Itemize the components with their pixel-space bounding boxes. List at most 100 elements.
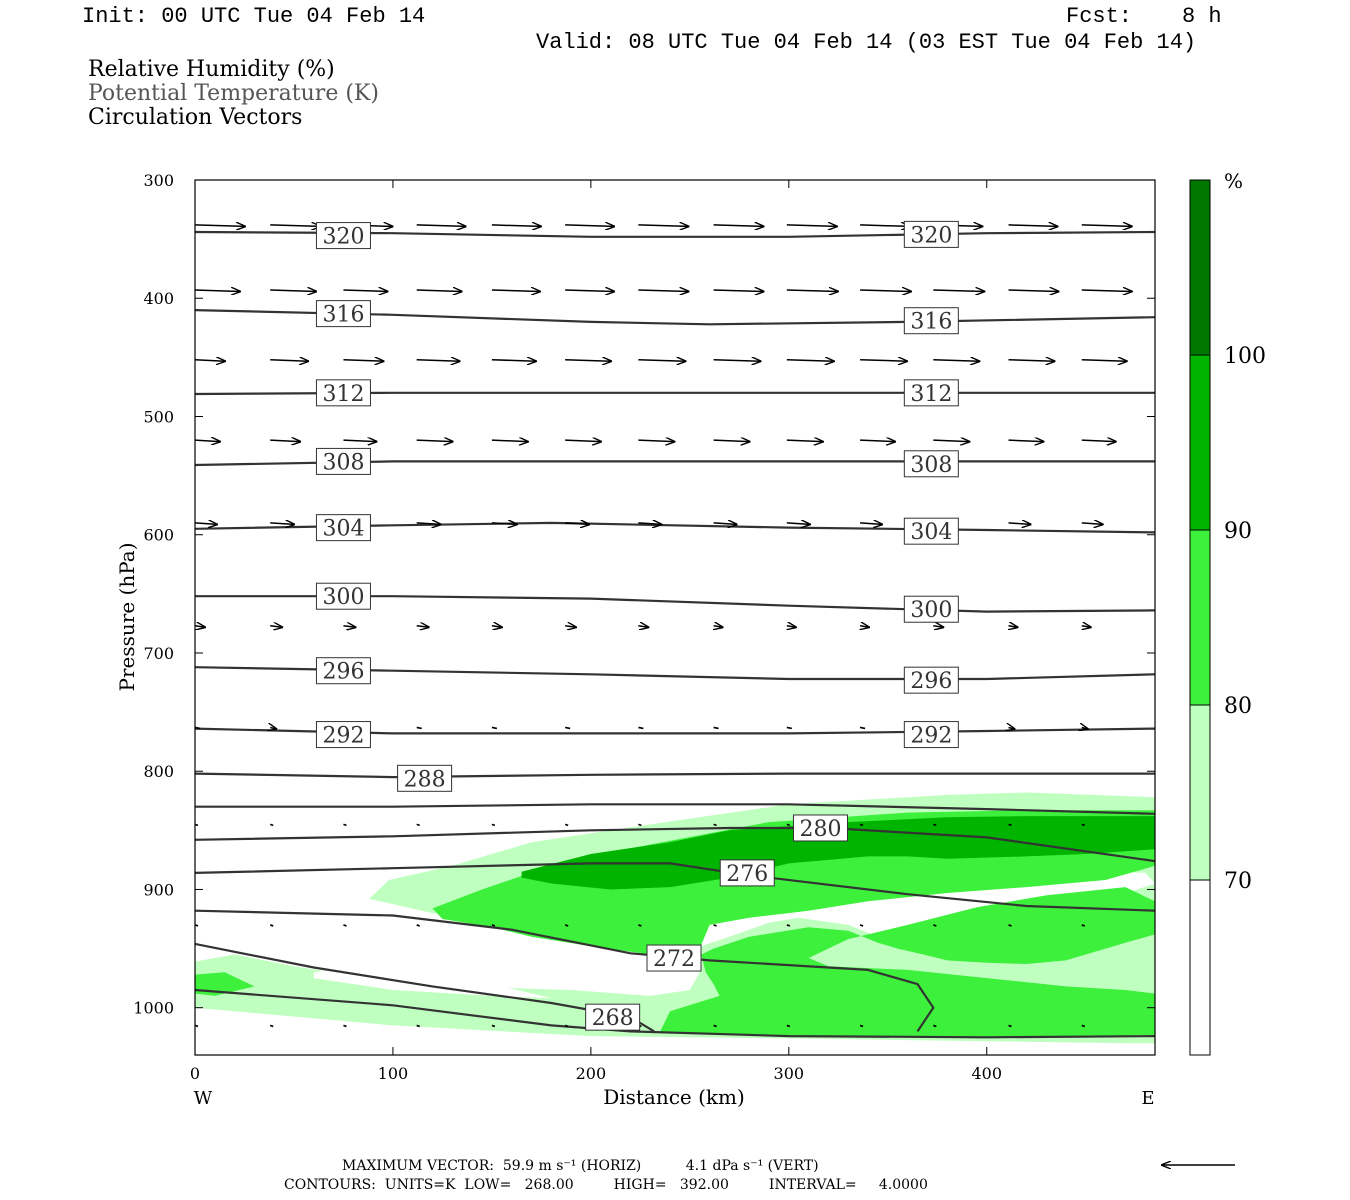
x-tick-label: 300 xyxy=(774,1064,805,1083)
rh-90-fill xyxy=(521,816,1155,890)
circulation-vector xyxy=(713,360,761,362)
valid-time: Valid: 08 UTC Tue 04 Feb 14 (03 EST Tue … xyxy=(536,30,1197,55)
theta-label-box xyxy=(903,307,959,335)
circulation-vector xyxy=(713,225,764,227)
x-tick-label: 100 xyxy=(378,1064,409,1083)
circulation-vector xyxy=(859,726,866,730)
circulation-vector xyxy=(195,290,240,292)
y-tick-label: 400 xyxy=(143,289,174,308)
circulation-vector xyxy=(787,626,796,628)
theta-label-304: 304 xyxy=(322,517,364,542)
theta-label-316: 316 xyxy=(910,310,952,335)
circulation-vector xyxy=(860,626,869,628)
theta-label-292: 292 xyxy=(910,724,952,749)
circulation-vector xyxy=(638,823,642,827)
theta-label-312: 312 xyxy=(322,382,364,407)
theta-label-box xyxy=(903,450,959,478)
circulation-vector xyxy=(933,360,979,362)
theta-contour-280 xyxy=(195,826,1155,863)
theta-contour-264 xyxy=(195,988,1155,1039)
circulation-vector xyxy=(713,440,750,442)
colorbar-frame xyxy=(1189,179,1211,1056)
field-theta-title: Potential Temperature (K) xyxy=(88,81,379,106)
contour-info: CONTOURS: UNITS=K LOW= 268.00 HIGH= 392.… xyxy=(284,1177,928,1193)
theta-contour-272 xyxy=(195,909,935,1033)
theta-label-box xyxy=(585,1003,641,1031)
theta-label-312: 312 xyxy=(910,382,952,407)
circulation-vector xyxy=(195,523,217,525)
circulation-vector xyxy=(270,440,300,442)
circulation-vector xyxy=(1082,727,1088,729)
forecast-label: Fcst: xyxy=(1066,4,1133,29)
circulation-vector xyxy=(713,290,764,292)
circulation-vector xyxy=(1081,440,1116,442)
circulation-vector xyxy=(1081,290,1132,292)
colorbar-label: 70 xyxy=(1224,869,1252,894)
circulation-vector xyxy=(638,726,644,730)
circulation-vector xyxy=(416,626,429,628)
y-tick-label: 700 xyxy=(143,644,174,663)
circulation-vector xyxy=(638,924,642,927)
circulation-vector xyxy=(416,225,466,227)
west-label: W xyxy=(194,1088,213,1109)
circulation-vector xyxy=(491,726,498,730)
circulation-vector xyxy=(491,523,517,525)
theta-label-272: 272 xyxy=(653,947,695,972)
circulation-vector xyxy=(933,440,969,442)
circulation-vector xyxy=(1081,823,1086,827)
circulation-vector xyxy=(343,1024,347,1028)
vector-layer xyxy=(195,225,1132,1028)
circulation-vector xyxy=(491,1024,496,1028)
circulation-vector xyxy=(416,523,441,525)
circulation-vector xyxy=(416,360,460,362)
circulation-vector xyxy=(933,626,943,628)
circulation-vector xyxy=(933,290,984,292)
circulation-vector xyxy=(859,1024,864,1028)
init-time: Init: 00 UTC Tue 04 Feb 14 xyxy=(82,4,426,29)
theta-label-box xyxy=(315,721,371,749)
circulation-vector xyxy=(933,924,937,927)
circulation-vector xyxy=(195,360,225,362)
forecast-hour: 8 h xyxy=(1182,4,1222,29)
circulation-vector xyxy=(416,440,453,442)
circulation-vector xyxy=(933,823,937,827)
y-tick-label: 500 xyxy=(143,407,174,426)
circulation-vector xyxy=(714,626,723,628)
theta-label-304: 304 xyxy=(910,520,952,545)
theta-label-300: 300 xyxy=(322,585,364,610)
y-tick-label: 600 xyxy=(143,526,174,545)
circulation-vector xyxy=(416,1024,420,1028)
circulation-vector xyxy=(270,626,282,628)
circulation-vector xyxy=(786,440,823,442)
circulation-vector xyxy=(491,440,528,442)
theta-label-box xyxy=(315,222,371,250)
theta-label-296: 296 xyxy=(910,669,952,694)
max-vector-note: MAXIMUM VECTOR: 59.9 m s⁻¹ (HORIZ) 4.1 d… xyxy=(342,1158,819,1174)
theta-label-268: 268 xyxy=(592,1006,634,1031)
circulation-vector xyxy=(564,726,571,730)
theta-label-box xyxy=(903,721,959,749)
field-rh-title: Relative Humidity (%) xyxy=(88,57,335,82)
theta-label-292: 292 xyxy=(322,724,364,749)
circulation-vector xyxy=(638,360,685,362)
theta-label-box xyxy=(315,514,371,542)
circulation-vector xyxy=(638,225,688,227)
circulation-vector xyxy=(270,290,316,292)
theta-label-box xyxy=(903,379,959,407)
circulation-vector xyxy=(564,1024,569,1028)
circulation-vector xyxy=(1008,360,1055,362)
circulation-vector xyxy=(713,823,717,827)
y-axis-title: Pressure (hPa) xyxy=(115,543,139,692)
rh-below-70-area xyxy=(654,870,1155,955)
circulation-vector xyxy=(1081,360,1127,362)
circulation-vector xyxy=(786,1024,791,1028)
theta-label-box xyxy=(646,944,702,972)
east-label: E xyxy=(1141,1088,1154,1109)
circulation-vector xyxy=(786,523,810,525)
circulation-vector xyxy=(564,823,569,827)
circulation-vector xyxy=(638,523,661,525)
circulation-vector xyxy=(270,727,276,729)
circulation-vector xyxy=(416,924,420,927)
circulation-vector xyxy=(786,360,834,362)
circulation-vector xyxy=(786,726,792,730)
